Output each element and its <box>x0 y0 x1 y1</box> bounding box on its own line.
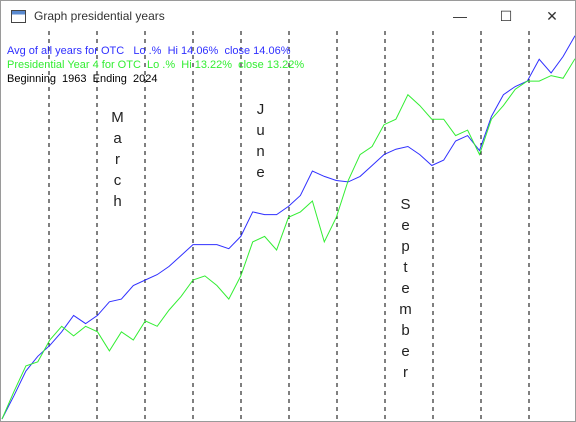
window-title: Graph presidential years <box>34 9 165 23</box>
minimize-button[interactable]: — <box>453 7 467 24</box>
legend-text: Beginning 1963 Ending 2024 <box>7 73 157 85</box>
title-bar: Graph presidential years — ☐ ✕ <box>1 1 575 31</box>
month-label: September <box>397 196 414 385</box>
legend-text: Avg of all years for OTC Lo .% Hi 14.06%… <box>7 45 291 57</box>
maximize-button[interactable]: ☐ <box>499 7 513 24</box>
legend-text: Presidential Year 4 for OTC Lo .% Hi 13.… <box>7 59 304 71</box>
month-label: June <box>252 101 269 185</box>
series-line <box>1 35 575 420</box>
window-controls: — ☐ ✕ <box>437 8 575 25</box>
app-icon <box>11 9 26 23</box>
chart: Avg of all years for OTC Lo .% Hi 14.06%… <box>1 31 575 421</box>
series-line <box>1 58 575 420</box>
close-button[interactable]: ✕ <box>546 7 558 24</box>
month-label: March <box>109 109 126 214</box>
